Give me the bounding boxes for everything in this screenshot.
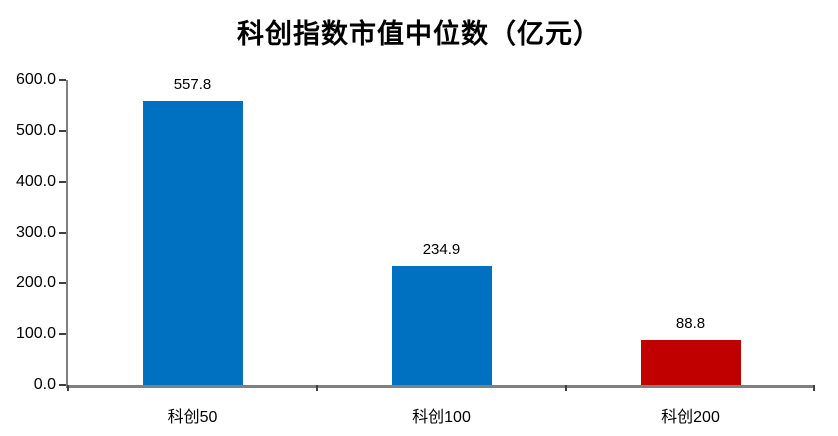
bar (391, 265, 492, 385)
x-axis-category-label: 科创200 (661, 409, 720, 426)
bar-value-label: 88.8 (675, 314, 706, 332)
x-axis-category-label: 科创50 (167, 409, 218, 426)
x-axis-tick (67, 385, 69, 391)
y-axis-tick-label: 200.0 (15, 274, 56, 292)
y-axis-tick-label: 400.0 (15, 172, 56, 190)
x-axis-line (66, 385, 815, 388)
y-axis-tick (59, 180, 66, 183)
y-axis-tick-label: 500.0 (15, 121, 56, 139)
bar (640, 339, 741, 385)
y-axis-tick (59, 129, 66, 132)
x-axis-category-label: 科创100 (412, 409, 471, 426)
bar-value-label: 234.9 (422, 240, 461, 258)
bar-value-label: 557.8 (173, 76, 212, 94)
y-axis-tick (59, 231, 66, 234)
x-axis-tick (565, 385, 567, 391)
y-axis-tick (59, 333, 66, 336)
chart-title: 科创指数市值中位数（亿元） (237, 19, 601, 50)
x-axis-tick (813, 385, 815, 391)
y-axis-line (66, 80, 68, 385)
plot-area: 0.0 100.0 200.0 300.0 400.0 500.0 600.0 557.8 科创… (16, 71, 815, 426)
y-axis-tick (59, 384, 66, 386)
y-axis-tick-label: 300.0 (15, 223, 56, 241)
y-axis-tick-label: 600.0 (15, 71, 56, 88)
x-axis-tick (316, 385, 318, 391)
y-axis-tick (59, 282, 66, 285)
y-axis-tick-label: 100.0 (15, 325, 56, 343)
y-axis-tick (59, 79, 66, 81)
y-axis-tick-label: 0.0 (33, 376, 56, 393)
bar (142, 101, 243, 385)
